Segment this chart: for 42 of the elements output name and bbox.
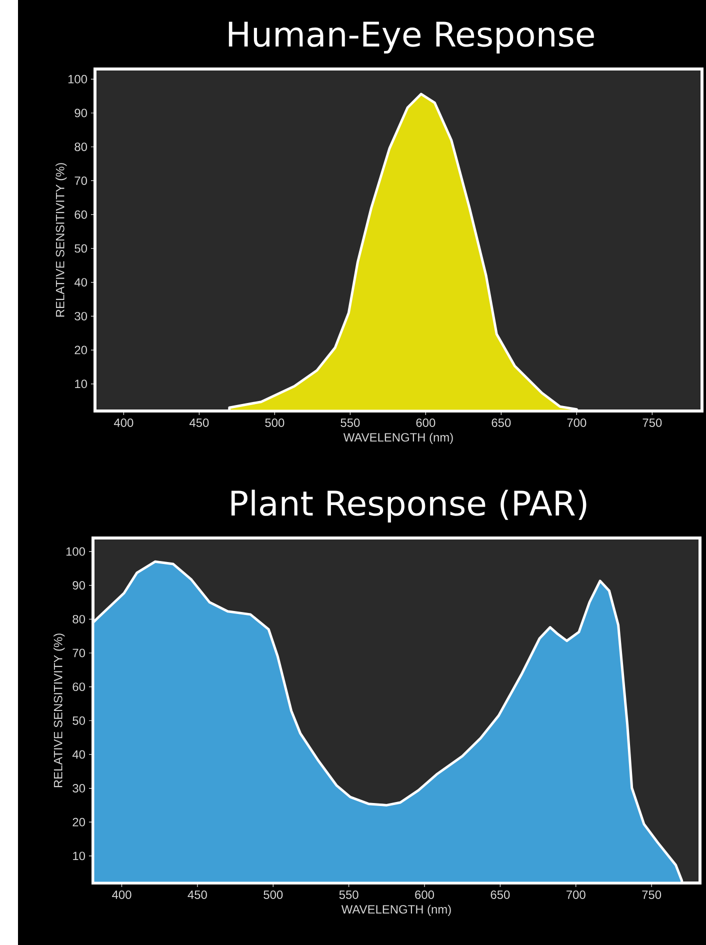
y-axis-title: RELATIVE SENSITIVITY (%) (54, 634, 65, 788)
x-axis-title: WAVELENGTH (nm) (341, 904, 451, 916)
y-tick-label: 100 (66, 547, 86, 556)
x-tick-label: 600 (415, 890, 434, 899)
y-tick-label: 80 (72, 614, 86, 624)
y-tick-label: 70 (72, 648, 86, 658)
x-tick-label: 600 (416, 418, 436, 427)
x-tick-label: 400 (112, 890, 132, 899)
y-tick-label: 60 (72, 682, 86, 692)
x-tick-label: 500 (264, 890, 283, 899)
y-tick-label: 30 (72, 784, 86, 793)
y-tick-label: 20 (72, 818, 86, 826)
y-tick-label: 80 (74, 142, 88, 152)
chart-title: Plant Response (PAR) (231, 490, 586, 522)
x-tick-label: 650 (490, 890, 510, 899)
x-tick-label: 700 (567, 418, 586, 427)
x-tick-label: 550 (340, 418, 360, 427)
y-tick-label: 50 (74, 244, 88, 253)
chart-title: Human-Eye Response (228, 22, 594, 54)
y-tick-label: 40 (74, 278, 88, 287)
x-tick-label: 750 (642, 890, 662, 899)
x-tick-label: 450 (188, 890, 207, 899)
y-tick-label: 70 (74, 176, 88, 185)
y-tick-label: 40 (72, 750, 86, 759)
y-axis-title: RELATIVE SENSITIVITY (%) (56, 163, 67, 317)
y-tick-label: 30 (74, 312, 88, 320)
x-tick-label: 700 (566, 890, 586, 899)
y-tick-label: 20 (74, 346, 88, 354)
x-axis-title: WAVELENGTH (nm) (343, 432, 453, 444)
y-tick-label: 60 (74, 210, 88, 219)
y-tick-label: 90 (74, 108, 88, 118)
y-tick-label: 10 (75, 380, 88, 388)
x-tick-label: 550 (339, 890, 358, 899)
y-tick-label: 50 (72, 716, 86, 725)
y-tick-label: 100 (68, 74, 88, 84)
y-tick-label: 90 (72, 581, 86, 590)
x-tick-label: 450 (189, 418, 209, 427)
x-tick-label: 650 (492, 418, 511, 427)
x-tick-label: 400 (114, 418, 134, 427)
y-tick-label: 10 (73, 852, 86, 860)
x-tick-label: 500 (265, 418, 284, 427)
x-tick-label: 750 (642, 418, 662, 427)
